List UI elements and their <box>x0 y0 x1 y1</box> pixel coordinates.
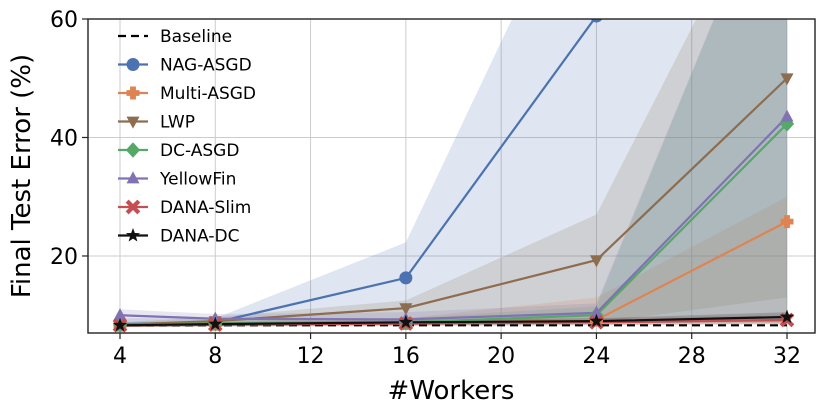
x-tick-label: 20 <box>487 344 515 369</box>
plot-frame <box>87 18 816 334</box>
yellowfin-point <box>589 305 603 318</box>
yellowfin-band <box>120 19 787 325</box>
legend-label-yellowfin: YellowFin <box>159 170 236 190</box>
plot-area <box>88 19 815 333</box>
legend-label-dc-asgd: DC-ASGD <box>160 141 239 161</box>
legend-label-lwp: LWP <box>160 113 195 133</box>
x-tick-label: 16 <box>392 344 420 369</box>
legend-label-multi-asgd: Multi-ASGD <box>160 84 256 104</box>
nag-asgd-point <box>399 271 413 285</box>
multi-asgd-band <box>120 196 787 328</box>
lwp-point <box>399 303 413 316</box>
x-tick-label: 12 <box>297 344 325 369</box>
nag-asgd-point <box>590 19 603 23</box>
y-tick-label: 20 <box>50 245 78 270</box>
x-tick-label: 32 <box>773 344 801 369</box>
legend-marker-dc-asgd <box>125 142 141 158</box>
y-axis-label: Final Test Error (%) <box>7 54 37 298</box>
nag-asgd-band <box>120 19 787 328</box>
legend-marker-lwp <box>126 116 140 129</box>
dana-dc-point <box>398 314 413 329</box>
legend-label-nag-asgd: NAG-ASGD <box>160 56 252 76</box>
multi-asgd-point <box>780 215 794 229</box>
yellowfin-point <box>113 308 127 321</box>
legend: Baseline NAG-ASGD Multi-ASGD LWP DC-ASGD Yell… <box>118 27 256 247</box>
dana-dc-point <box>112 317 128 332</box>
series-markers <box>112 19 795 333</box>
legend-label-baseline: Baseline <box>160 27 232 47</box>
lwp-point <box>589 255 603 268</box>
legend-marker-nag-asgd <box>126 58 140 71</box>
lwp-point <box>780 73 794 86</box>
x-tick-label: 24 <box>582 344 610 369</box>
y-tick-label: 40 <box>50 126 78 151</box>
dana-dc-point <box>589 313 604 328</box>
y-axis-ticks: 20 40 60 <box>50 8 88 270</box>
x-axis-ticks: 4 8 12 16 20 24 28 32 <box>113 333 801 369</box>
lwp-band <box>120 19 787 328</box>
legend-marker-multi-asgd <box>126 86 140 100</box>
x-tick-label: 8 <box>208 344 222 369</box>
x-tick-label: 4 <box>113 344 127 369</box>
legend-marker-dana-slim <box>125 199 141 215</box>
legend-marker-dana-dc <box>125 228 141 242</box>
x-axis-label: #Workers <box>388 376 515 406</box>
dana-dc-point <box>779 309 795 324</box>
yellowfin-point <box>780 109 794 122</box>
x-tick-label: 28 <box>678 344 706 369</box>
legend-label-dana-dc: DANA-DC <box>160 227 240 247</box>
legend-marker-yellowfin <box>126 171 140 184</box>
dc-asgd-band <box>120 19 787 328</box>
legend-label-dana-slim: DANA-Slim <box>160 198 251 218</box>
dana-dc-point <box>208 316 223 331</box>
y-tick-label: 60 <box>50 8 78 33</box>
